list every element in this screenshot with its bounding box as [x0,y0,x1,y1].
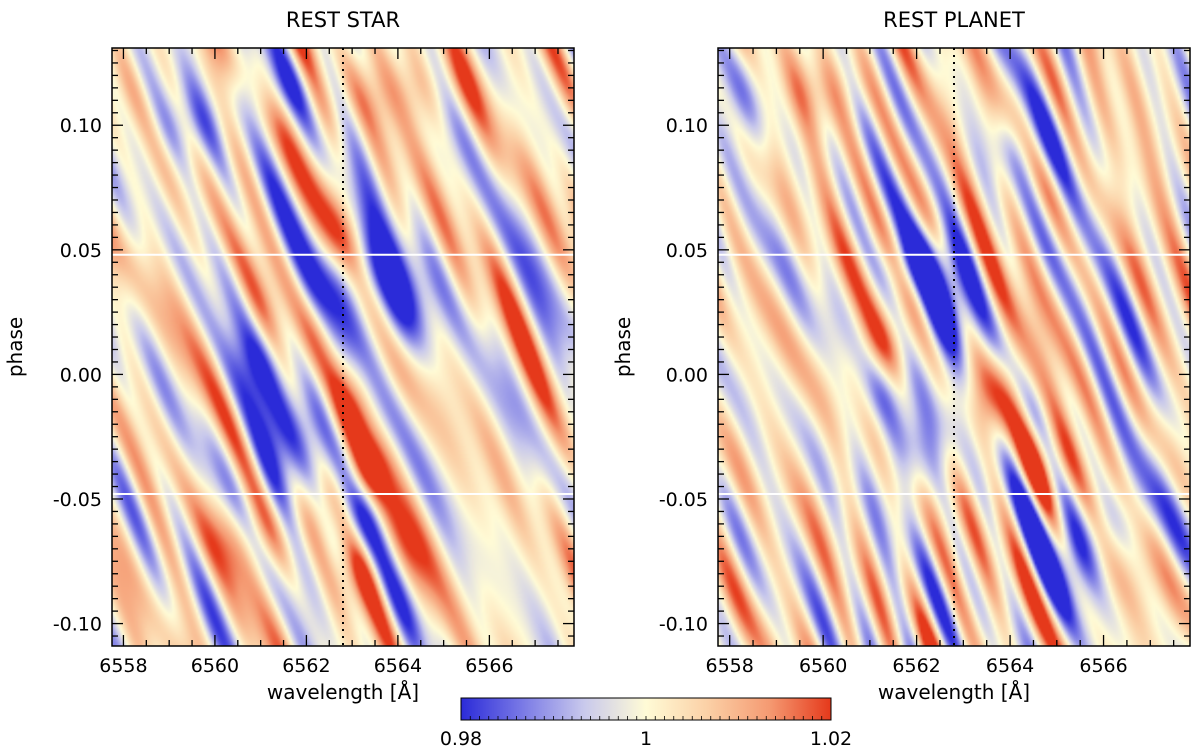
panel-rest-planet: REST PLANET 6558 6560 6562 6564 6566 0.10 0.0… [611,8,1191,704]
x-axis-ticks: 6558 6560 6562 6564 6566 [706,48,1175,677]
plot-frame [717,47,1191,647]
y-axis-title: phase [3,317,27,377]
x-tick-label: 6566 [465,655,513,677]
y-tick-label: 0.00 [60,364,102,386]
heatmap-area [718,48,1190,646]
x-tick-label: 6560 [191,655,239,677]
x-axis-title: wavelength [Å] [267,680,419,704]
x-tick-label: 6564 [986,655,1034,677]
y-tick-label: -0.10 [53,614,102,636]
y-axis-ticks: 0.10 0.05 0.00 -0.05 -0.10 [53,49,574,637]
x-tick-label: 6560 [799,655,847,677]
panel-title: REST PLANET [883,8,1025,32]
x-tick-label: 6558 [706,655,754,677]
colorbar-tick-label: 0.98 [440,728,482,750]
colorbar-gradient [461,698,831,720]
x-axis-title: wavelength [Å] [878,680,1030,704]
y-tick-label: -0.05 [659,489,708,511]
heatmap-area [112,48,574,646]
colorbar-tick-label: 1 [640,728,652,750]
y-tick-label: -0.10 [659,614,708,636]
x-tick-label: 6566 [1079,655,1127,677]
transit-lines [718,253,1190,496]
y-tick-label: -0.05 [53,489,102,511]
x-tick-label: 6562 [892,655,940,677]
y-tick-label: 0.10 [666,115,708,137]
y-tick-label: 0.05 [60,240,102,262]
x-axis-ticks: 6558 6560 6562 6564 6566 [99,48,559,677]
transit-lines [112,253,574,496]
y-tick-label: 0.00 [666,364,708,386]
x-tick-label: 6564 [374,655,422,677]
panel-rest-star: REST STAR 6558 6560 6562 6564 6566 0.100.050… [3,8,575,704]
heatmap-image [112,48,574,646]
colorbar: 0.98 1 1.02 [440,697,852,750]
y-axis-ticks: 0.10 0.05 0.00 -0.05 -0.10 [659,49,1190,637]
plot-frame [111,47,575,647]
heatmap-image [718,48,1190,646]
y-tick-label: 0.05 [666,240,708,262]
x-tick-label: 6562 [282,655,330,677]
y-axis-title: phase [611,317,635,377]
panel-title: REST STAR [286,8,400,32]
x-tick-label: 6558 [99,655,147,677]
y-tick-label: 0.10 [60,115,102,137]
colorbar-tick-label: 1.02 [810,728,852,750]
colorbar-ticks: 0.98 1 1.02 [440,716,852,750]
